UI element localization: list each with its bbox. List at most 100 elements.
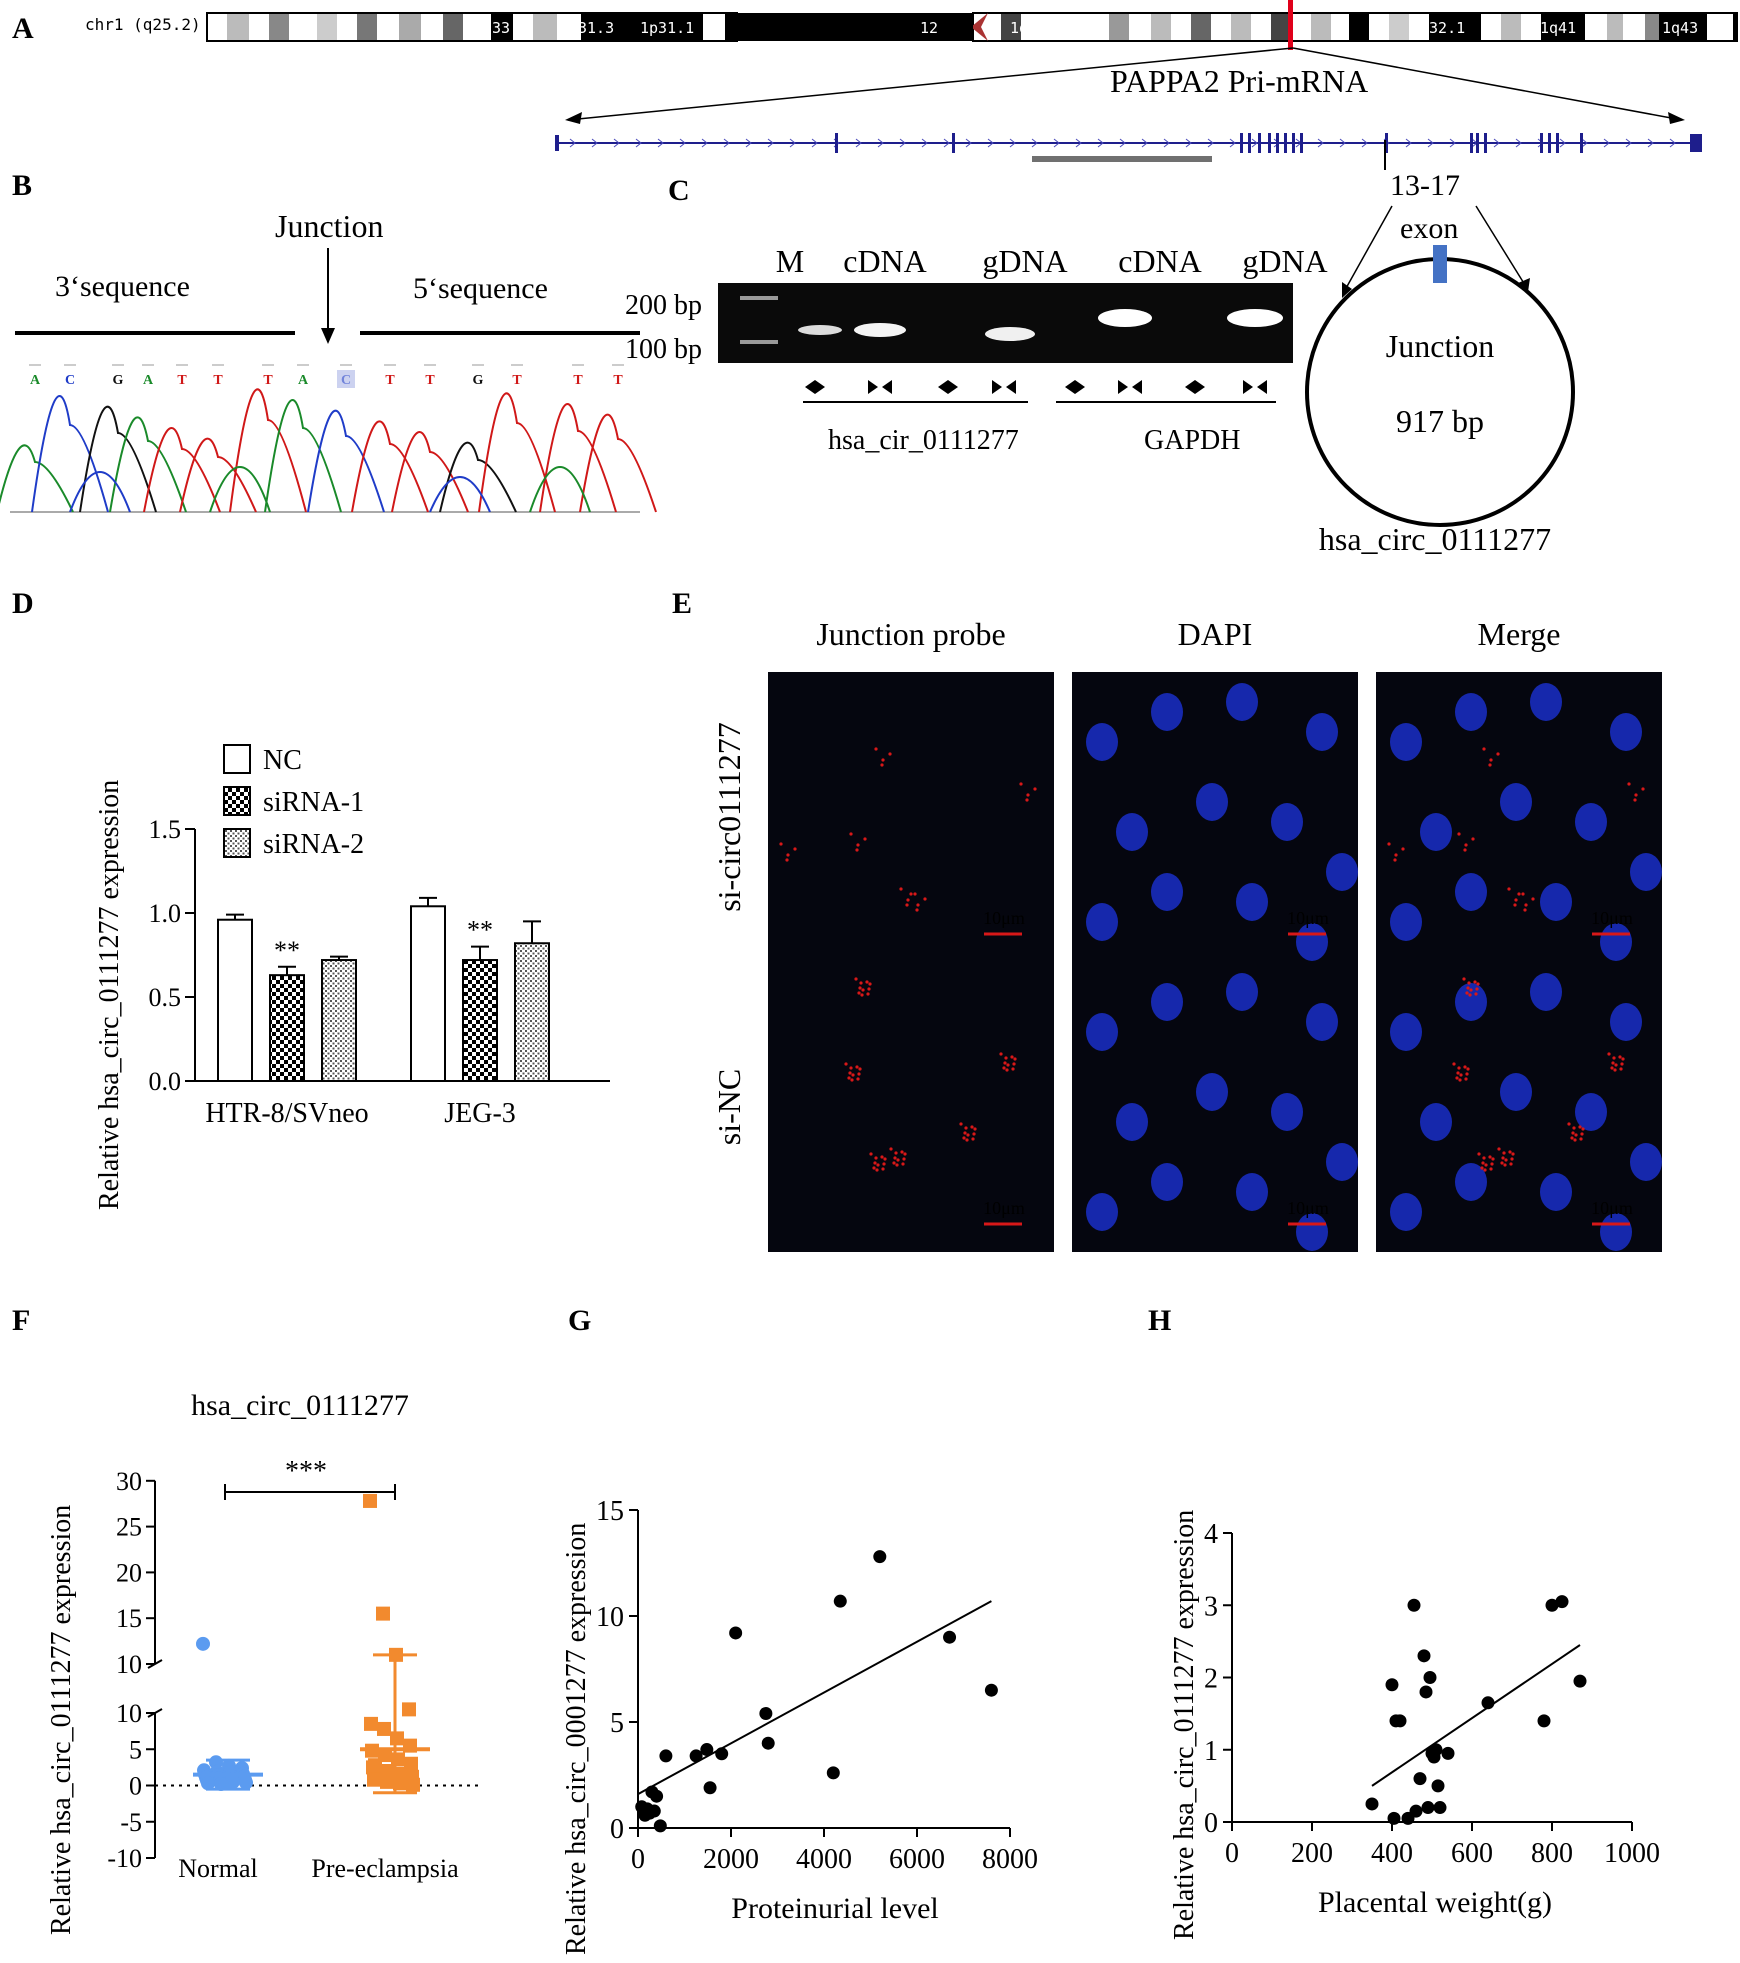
probe-signal [1465, 991, 1469, 995]
nucleus [1086, 723, 1118, 761]
probe-signal [1011, 1067, 1015, 1071]
probe-signal [901, 1162, 905, 1166]
probe-signal [854, 977, 858, 981]
probe-signal [1401, 847, 1405, 851]
primer-divergent [1075, 380, 1085, 394]
band-circ-gdna-conv [985, 327, 1035, 341]
trace-peak [478, 392, 556, 513]
nucleus [1296, 1213, 1328, 1251]
probe-signal [1521, 892, 1525, 896]
base-call: T [263, 373, 273, 388]
scale-label: 10μm [1591, 908, 1633, 928]
data-point [1421, 1801, 1435, 1815]
probe-signal [1002, 1066, 1006, 1070]
y-tick-label: 4 [1204, 1519, 1218, 1550]
nucleus [1540, 883, 1572, 921]
ideogram-band-8 [377, 13, 399, 41]
data-point [759, 1707, 773, 1721]
probe-signal [1581, 1127, 1585, 1131]
nucleus [1271, 803, 1303, 841]
probe-signal [1393, 858, 1397, 862]
data-point [826, 1766, 840, 1780]
ideogram-band-39 [1271, 13, 1291, 41]
junction-arrow-head [321, 328, 335, 344]
probe-signal [874, 747, 878, 751]
probe-signal [867, 987, 871, 991]
trace-peak [229, 388, 307, 513]
ideogram-band-48 [1481, 13, 1501, 41]
probe-signal [1611, 1061, 1615, 1065]
junction-highlight [337, 370, 355, 388]
scatter-plot-h: 0 200 400 600 800 1000 0 1 2 3 4 [1204, 1519, 1660, 1869]
ideogram-band-29 [1021, 13, 1041, 41]
nucleus [1086, 1193, 1118, 1231]
band-circ-cdna-conv [854, 323, 906, 337]
exon-tick [1540, 133, 1543, 153]
ideogram-band-17 [581, 13, 633, 41]
band-label: 1q41 [1540, 19, 1576, 37]
y-tick-label: 20 [116, 1558, 142, 1587]
ideogram-band-32 [1129, 13, 1151, 41]
panel-f-title: hsa_circ_0111277 [191, 1389, 409, 1422]
ideogram-band-44 [1369, 13, 1389, 41]
data-point [873, 1550, 887, 1564]
probe-signal [892, 1161, 896, 1165]
nucleus [1326, 853, 1358, 891]
x-tick-label: 800 [1531, 1838, 1573, 1869]
strand-chevron [1163, 138, 1170, 148]
probe-signal [1457, 832, 1461, 836]
nucleus [1116, 1103, 1148, 1141]
square-preeclampsia [390, 1731, 404, 1746]
strand-chevron [1251, 138, 1258, 148]
probe-signal [1507, 887, 1511, 891]
probe-signal [1620, 1062, 1624, 1066]
band-label: 1p31.1 [640, 19, 694, 37]
probe-signal [1004, 1056, 1008, 1060]
micrograph-0-0 [768, 672, 1054, 962]
square-preeclampsia [402, 1702, 416, 1717]
band-label: 33 [492, 19, 510, 37]
probe-signal [1010, 1055, 1014, 1059]
dot-normal [201, 1776, 215, 1791]
exon-tick [1484, 133, 1487, 153]
primer-divergent [815, 380, 825, 394]
exon-tick [1248, 133, 1251, 153]
x-tick-label: 6000 [889, 1844, 945, 1875]
strand-chevron [1449, 138, 1456, 148]
panel-f-ylabel: Relative hsa_circ_0111277 expression [46, 1505, 77, 1935]
x-category-label: Pre-eclampsia [311, 1854, 459, 1883]
y-tick-label: 0 [610, 1814, 624, 1845]
nucleus [1196, 1073, 1228, 1111]
trace-minor [529, 466, 591, 513]
probe-signal [872, 1166, 876, 1170]
primer-divergent [805, 380, 815, 394]
probe-signal [1476, 982, 1480, 986]
primer-convergent [868, 380, 878, 394]
square-preeclampsia [381, 1764, 395, 1779]
nucleus [1151, 693, 1183, 731]
strand-chevron [1427, 138, 1434, 148]
x-tick-label: 0 [631, 1844, 645, 1875]
nucleus [1390, 1193, 1422, 1231]
trace-peak [579, 413, 657, 513]
strand-chevron [943, 138, 950, 148]
probe-signal [849, 832, 853, 836]
probe-signal [875, 1168, 879, 1172]
probe-signal [1033, 787, 1037, 791]
base-call: T [177, 373, 187, 388]
probe-signal [849, 1066, 853, 1070]
panel-label-g: G [568, 1304, 591, 1337]
bar-nc [217, 918, 253, 1082]
scatter-plot-g: 0 2000 4000 6000 8000 0 5 10 15 [596, 1496, 1038, 1875]
strand-chevron [1317, 138, 1324, 148]
locus-marker [1288, 0, 1293, 50]
probe-signal [1482, 747, 1486, 751]
data-point [761, 1736, 775, 1750]
probe-signal [1503, 1163, 1507, 1167]
bp-200-label: 200 bp [625, 290, 702, 321]
probe-signal [1524, 903, 1528, 907]
exon-tick [1284, 133, 1287, 153]
base-call: T [573, 373, 583, 388]
ideogram-band-5 [317, 13, 337, 41]
